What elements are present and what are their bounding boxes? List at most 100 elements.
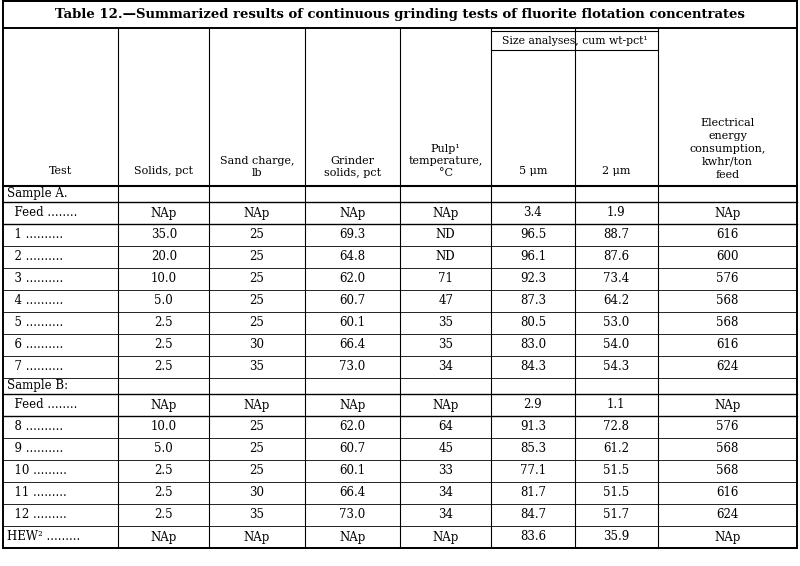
Text: 5.0: 5.0 (154, 294, 173, 307)
Text: 25: 25 (250, 421, 265, 434)
Text: 83.6: 83.6 (520, 530, 546, 543)
Text: Sand charge,: Sand charge, (220, 156, 294, 166)
Text: 87.6: 87.6 (603, 251, 630, 264)
Text: 20.0: 20.0 (150, 251, 177, 264)
Text: NAp: NAp (339, 398, 366, 411)
Text: 3 ..........: 3 .......... (7, 272, 63, 285)
Text: 25: 25 (250, 272, 265, 285)
Text: Electrical: Electrical (701, 118, 754, 128)
Text: 5.0: 5.0 (154, 443, 173, 456)
Text: 11 .........: 11 ......... (7, 487, 66, 500)
Text: 60.7: 60.7 (339, 443, 366, 456)
Text: NAp: NAp (714, 530, 741, 543)
Text: 10 .........: 10 ......... (7, 465, 67, 478)
Text: 64.8: 64.8 (339, 251, 366, 264)
Text: 47: 47 (438, 294, 453, 307)
Text: Pulp¹: Pulp¹ (430, 144, 461, 154)
Text: 2.5: 2.5 (154, 487, 173, 500)
Text: 576: 576 (716, 421, 738, 434)
Text: 2 μm: 2 μm (602, 166, 630, 176)
Text: 35: 35 (250, 361, 265, 374)
Text: 53.0: 53.0 (603, 316, 630, 329)
Text: NAp: NAp (244, 398, 270, 411)
Text: 8 ..........: 8 .......... (7, 421, 63, 434)
Text: ND: ND (436, 229, 455, 242)
Text: NAp: NAp (433, 530, 459, 543)
Text: NAp: NAp (714, 398, 741, 411)
Text: 35: 35 (438, 338, 453, 351)
Text: 35.9: 35.9 (603, 530, 630, 543)
Text: feed: feed (715, 170, 739, 180)
Text: 96.5: 96.5 (520, 229, 546, 242)
Text: 30: 30 (250, 338, 265, 351)
Text: 35: 35 (250, 508, 265, 521)
Text: NAp: NAp (433, 398, 459, 411)
Text: Feed ........: Feed ........ (7, 207, 78, 220)
Text: 9 ..........: 9 .......... (7, 443, 63, 456)
Text: NAp: NAp (714, 207, 741, 220)
Text: 51.5: 51.5 (603, 465, 630, 478)
Text: temperature,: temperature, (409, 156, 483, 166)
Text: 576: 576 (716, 272, 738, 285)
Text: 2.5: 2.5 (154, 465, 173, 478)
Text: 77.1: 77.1 (520, 465, 546, 478)
Text: 87.3: 87.3 (520, 294, 546, 307)
Text: 71: 71 (438, 272, 453, 285)
Text: Test: Test (49, 166, 72, 176)
Text: NAp: NAp (244, 530, 270, 543)
Text: 69.3: 69.3 (339, 229, 366, 242)
Text: 568: 568 (716, 443, 738, 456)
Text: 624: 624 (716, 361, 738, 374)
Text: 62.0: 62.0 (339, 421, 366, 434)
Text: 616: 616 (716, 487, 738, 500)
Text: 2.5: 2.5 (154, 508, 173, 521)
Text: Grinder: Grinder (330, 156, 374, 166)
Text: 84.3: 84.3 (520, 361, 546, 374)
Text: 2.5: 2.5 (154, 338, 173, 351)
Text: 12 .........: 12 ......... (7, 508, 66, 521)
Text: 7 ..........: 7 .......... (7, 361, 63, 374)
Text: 64: 64 (438, 421, 453, 434)
Text: ND: ND (436, 251, 455, 264)
Text: lb: lb (252, 168, 262, 178)
Text: 64.2: 64.2 (603, 294, 630, 307)
Text: 45: 45 (438, 443, 453, 456)
Text: 33: 33 (438, 465, 453, 478)
Text: 30: 30 (250, 487, 265, 500)
Text: kwhr/ton: kwhr/ton (702, 157, 753, 167)
Text: 25: 25 (250, 294, 265, 307)
Text: 60.1: 60.1 (339, 316, 366, 329)
Text: 10.0: 10.0 (150, 272, 177, 285)
Text: 25: 25 (250, 443, 265, 456)
Text: Feed ........: Feed ........ (7, 398, 78, 411)
Text: 73.0: 73.0 (339, 508, 366, 521)
Text: 66.4: 66.4 (339, 487, 366, 500)
Text: NAp: NAp (339, 530, 366, 543)
Text: 61.2: 61.2 (603, 443, 630, 456)
Text: 5 μm: 5 μm (518, 166, 547, 176)
Text: 91.3: 91.3 (520, 421, 546, 434)
Text: solids, pct: solids, pct (324, 168, 381, 178)
Text: 2.9: 2.9 (524, 398, 542, 411)
Text: 35.0: 35.0 (150, 229, 177, 242)
Text: 83.0: 83.0 (520, 338, 546, 351)
Text: 72.8: 72.8 (603, 421, 630, 434)
Bar (3, 1, 797, 28)
Text: NAp: NAp (244, 207, 270, 220)
Text: NAp: NAp (339, 207, 366, 220)
Text: Size analyses, cum wt-pct¹: Size analyses, cum wt-pct¹ (502, 36, 647, 45)
Text: 96.1: 96.1 (520, 251, 546, 264)
Text: NAp: NAp (150, 207, 177, 220)
Text: 5 ..........: 5 .......... (7, 316, 63, 329)
Text: 2.5: 2.5 (154, 361, 173, 374)
Text: 1.1: 1.1 (607, 398, 626, 411)
Text: 616: 616 (716, 229, 738, 242)
Text: 1.9: 1.9 (607, 207, 626, 220)
Text: 25: 25 (250, 316, 265, 329)
Text: 600: 600 (716, 251, 738, 264)
Text: 35: 35 (438, 316, 453, 329)
Text: NAp: NAp (150, 530, 177, 543)
Text: 2 ..........: 2 .......... (7, 251, 63, 264)
Text: 51.5: 51.5 (603, 487, 630, 500)
Text: °C: °C (438, 168, 453, 178)
